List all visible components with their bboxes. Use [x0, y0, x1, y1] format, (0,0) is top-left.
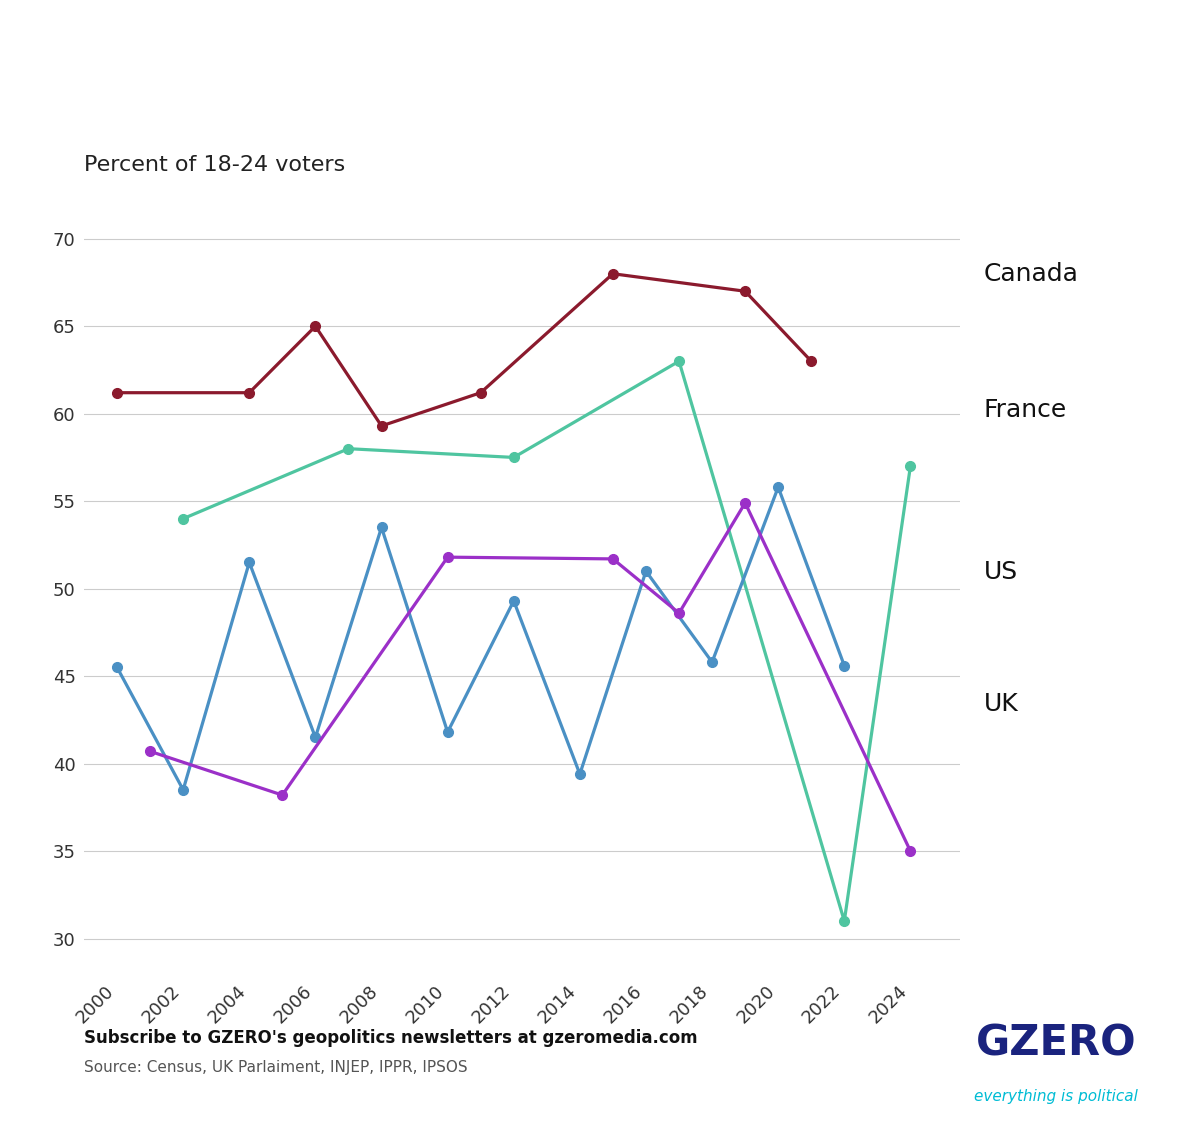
- Text: Canada: Canada: [984, 261, 1079, 286]
- Text: everything is political: everything is political: [974, 1089, 1138, 1104]
- Text: France: France: [984, 397, 1067, 422]
- Text: 45.6: 45.6: [1103, 561, 1153, 582]
- Text: US: US: [984, 559, 1018, 584]
- Text: Subscribe to GZERO's geopolitics newsletters at gzeromedia.com: Subscribe to GZERO's geopolitics newslet…: [84, 1029, 697, 1047]
- Text: 63.0: 63.0: [1103, 264, 1153, 284]
- Text: Percent of 18-24 voters: Percent of 18-24 voters: [84, 155, 346, 175]
- Text: 35.0: 35.0: [1103, 694, 1153, 714]
- Text: Source: Census, UK Parlaiment, INJEP, IPPR, IPSOS: Source: Census, UK Parlaiment, INJEP, IP…: [84, 1061, 468, 1075]
- Text: 57.0: 57.0: [1103, 400, 1153, 420]
- Text: GZERO: GZERO: [976, 1022, 1136, 1065]
- Text: UK: UK: [984, 692, 1019, 717]
- Text: Who has the highest youth voter turnout?: Who has the highest youth voter turnout?: [48, 49, 1200, 108]
